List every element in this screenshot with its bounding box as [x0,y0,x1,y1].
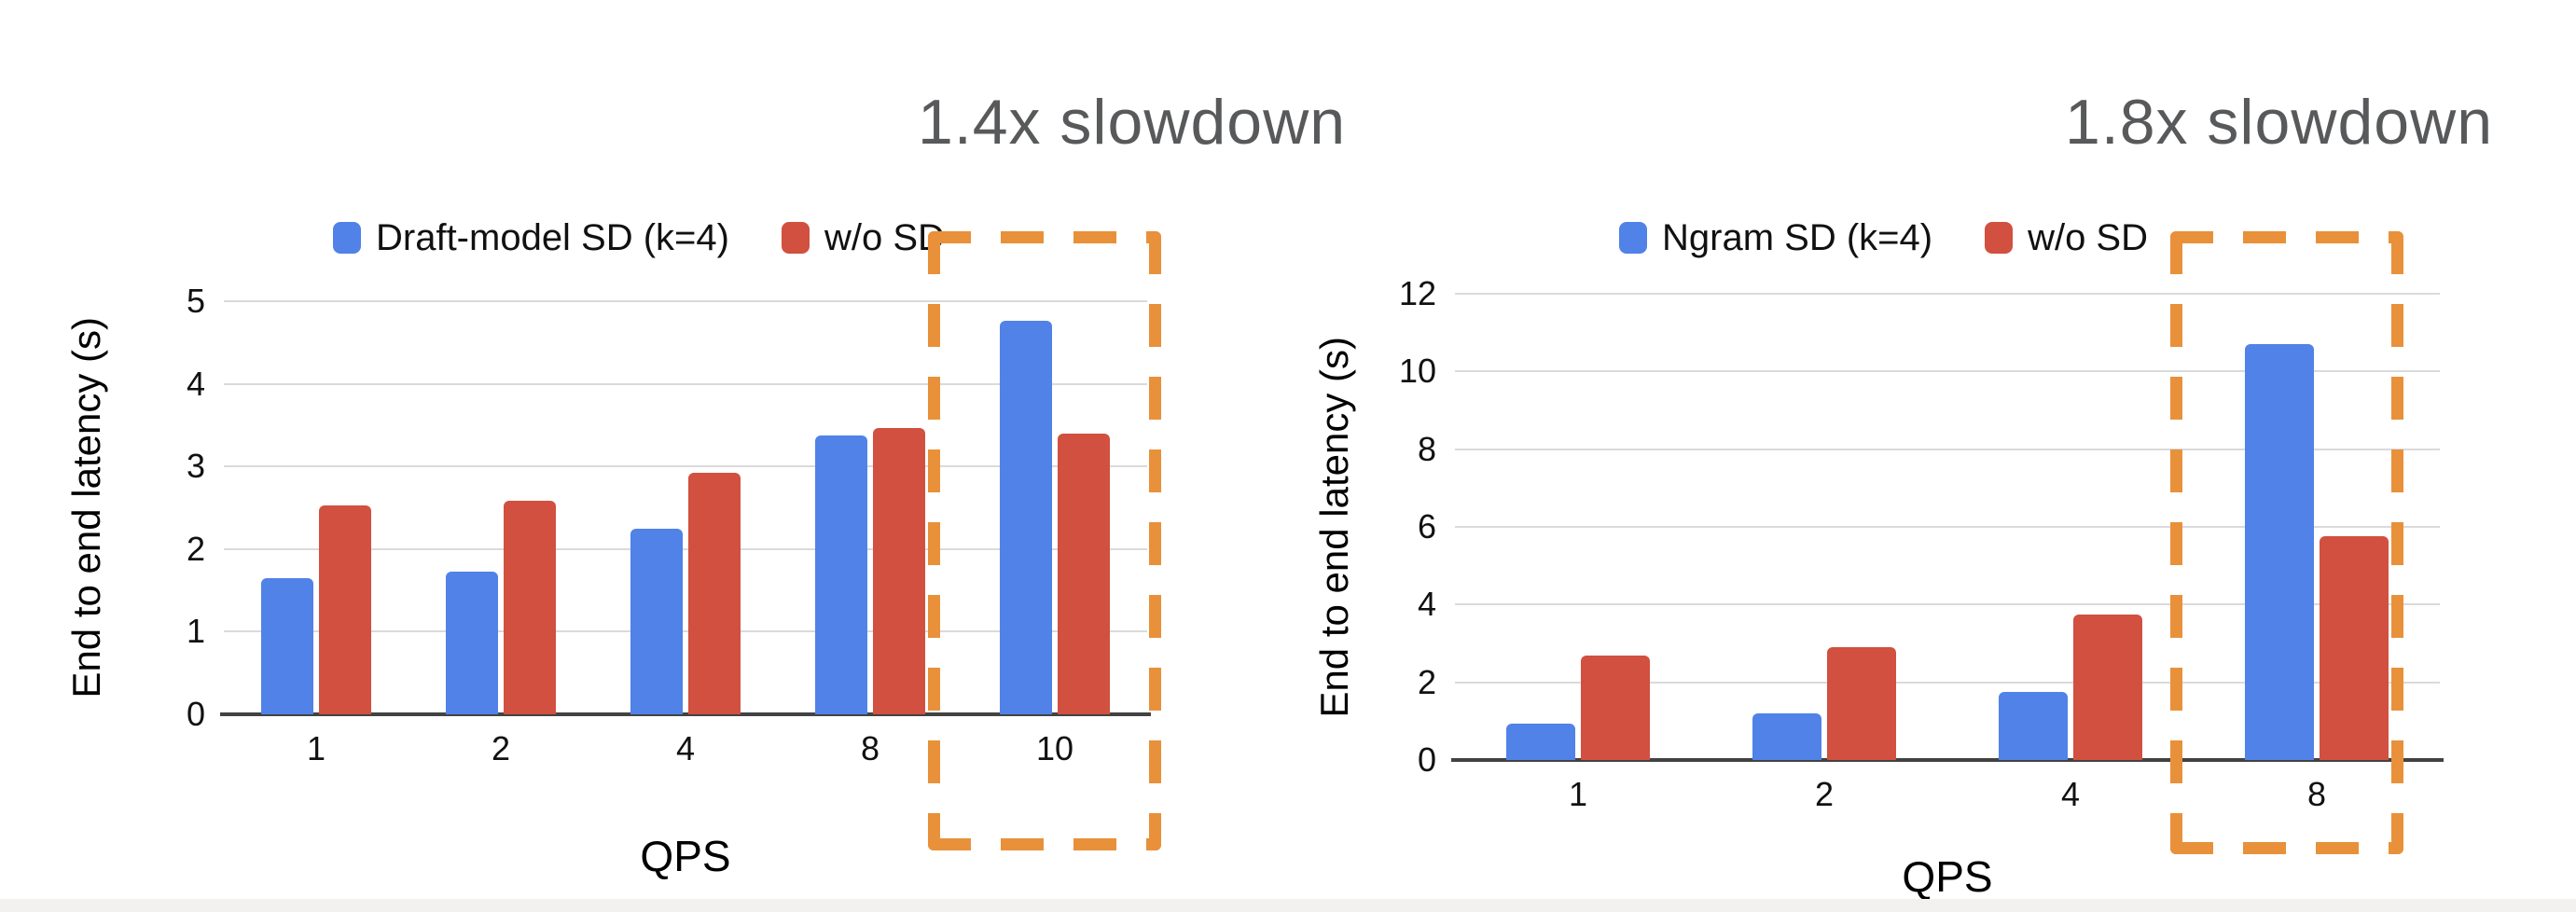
y-tick-label: 0 [186,695,205,733]
x-tick-label: 8 [2306,775,2327,813]
legend-swatch [781,222,810,254]
x-tick-label: 2 [491,729,511,767]
gridline [1455,681,2440,684]
x-tick-label: 8 [860,729,880,767]
legend-item: w/o SD [781,216,945,259]
bar-group [1455,294,1701,760]
bar-series1 [630,528,683,714]
y-tick-label: 8 [1417,429,1436,468]
bar-series2 [2320,536,2389,760]
gridline [224,547,1147,550]
bar-group [1701,294,1947,760]
dashed-edge [2170,842,2403,854]
x-tick-label: 2 [1814,775,1835,813]
dashed-edge [1149,231,1161,850]
gridline [224,382,1147,385]
legend-item: w/o SD [1985,217,2148,259]
bar-group [224,301,409,714]
y-tick-label: 4 [186,364,205,403]
slide-bottom-edge [0,899,2576,912]
annotation-right-slowdown: 1.8x slowdown [2065,87,2494,158]
dashed-edge [2170,231,2403,243]
x-axis-title: QPS [640,832,731,880]
y-tick-label: 4 [1417,585,1436,624]
legend-item: Ngram SD (k=4) [1619,217,1932,259]
bar-series2 [1581,655,1650,760]
bar-group [1947,294,2194,760]
gridline [1455,448,2440,450]
x-tick-label: 10 [1035,729,1074,767]
y-tick-label: 2 [1417,662,1436,701]
bar-group [778,301,963,714]
dashed-edge [2391,231,2403,854]
legend-label: w/o SD [2028,216,2148,258]
bar-series1 [1506,724,1575,760]
gridline [1455,370,2440,373]
legend-swatch [1619,222,1647,254]
legend-item: Draft-model SD (k=4) [333,217,729,259]
legend: Draft-model SD (k=4) w/o SD [333,214,945,261]
plot-area: 0 2 4 6 8 10 12 1 2 4 8 [1399,274,2444,813]
legend-label: w/o SD [824,216,945,258]
bar-series2 [1058,433,1110,714]
legend-swatch [1985,222,2014,254]
highlight-box-right [2170,231,2403,854]
y-tick-label: 1 [186,612,205,651]
bar-group [409,301,593,714]
y-tick-label: 0 [1417,740,1436,779]
bar-series2 [1827,647,1896,760]
gridline [224,630,1147,633]
x-axis-line [1451,758,2444,762]
plot-area: 0 1 2 3 4 5 1 2 4 8 10 [187,282,1151,767]
y-tick-label: 6 [1417,507,1436,546]
bar-series1 [1999,692,2068,760]
y-tick-label: 12 [1398,274,1436,312]
x-axis-title: QPS [1902,852,1993,901]
x-tick-label: 1 [1568,775,1588,813]
dashed-edge [2170,231,2182,854]
y-axis-title-text: End to end latency (s) [1312,336,1356,718]
gridline [224,300,1147,302]
bar-series1 [2245,344,2314,760]
bar-series2 [873,428,925,714]
bar-series2 [504,501,556,714]
gridline [224,465,1147,468]
bar-group [963,301,1147,714]
x-axis-line [220,712,1151,716]
bar-group [2194,294,2440,760]
y-tick-label: 2 [186,529,205,568]
y-tick-label: 5 [186,282,205,320]
dashed-edge [928,231,940,850]
bar-series1 [1752,713,1821,760]
x-tick-label: 4 [675,729,696,767]
y-tick-label: 3 [186,447,205,486]
dashed-edge [928,838,1161,850]
dashed-edge [928,231,1161,243]
legend-swatch [333,222,361,254]
bar-series1 [261,577,313,714]
bar-series2 [2073,614,2142,760]
bar-series1 [446,571,498,714]
y-axis-title: End to end latency (s) [54,301,119,714]
legend: Ngram SD (k=4) w/o SD [1619,214,2148,261]
bar-series1 [1000,321,1052,714]
bar-series2 [319,504,371,714]
legend-label: Draft-model SD (k=4) [376,216,729,258]
y-tick-label: 10 [1398,352,1436,391]
annotation-left-slowdown: 1.4x slowdown [918,87,1347,158]
x-tick-label: 4 [2060,775,2081,813]
highlight-box-left [928,231,1161,850]
gridline [1455,526,2440,528]
gridline [1455,293,2440,295]
legend-label: Ngram SD (k=4) [1662,216,1933,258]
bar-group [593,301,778,714]
y-axis-title-text: End to end latency (s) [64,317,108,698]
gridline [1455,603,2440,606]
x-tick-label: 1 [306,729,326,767]
bar-series1 [815,435,867,714]
bar-series2 [688,473,741,714]
